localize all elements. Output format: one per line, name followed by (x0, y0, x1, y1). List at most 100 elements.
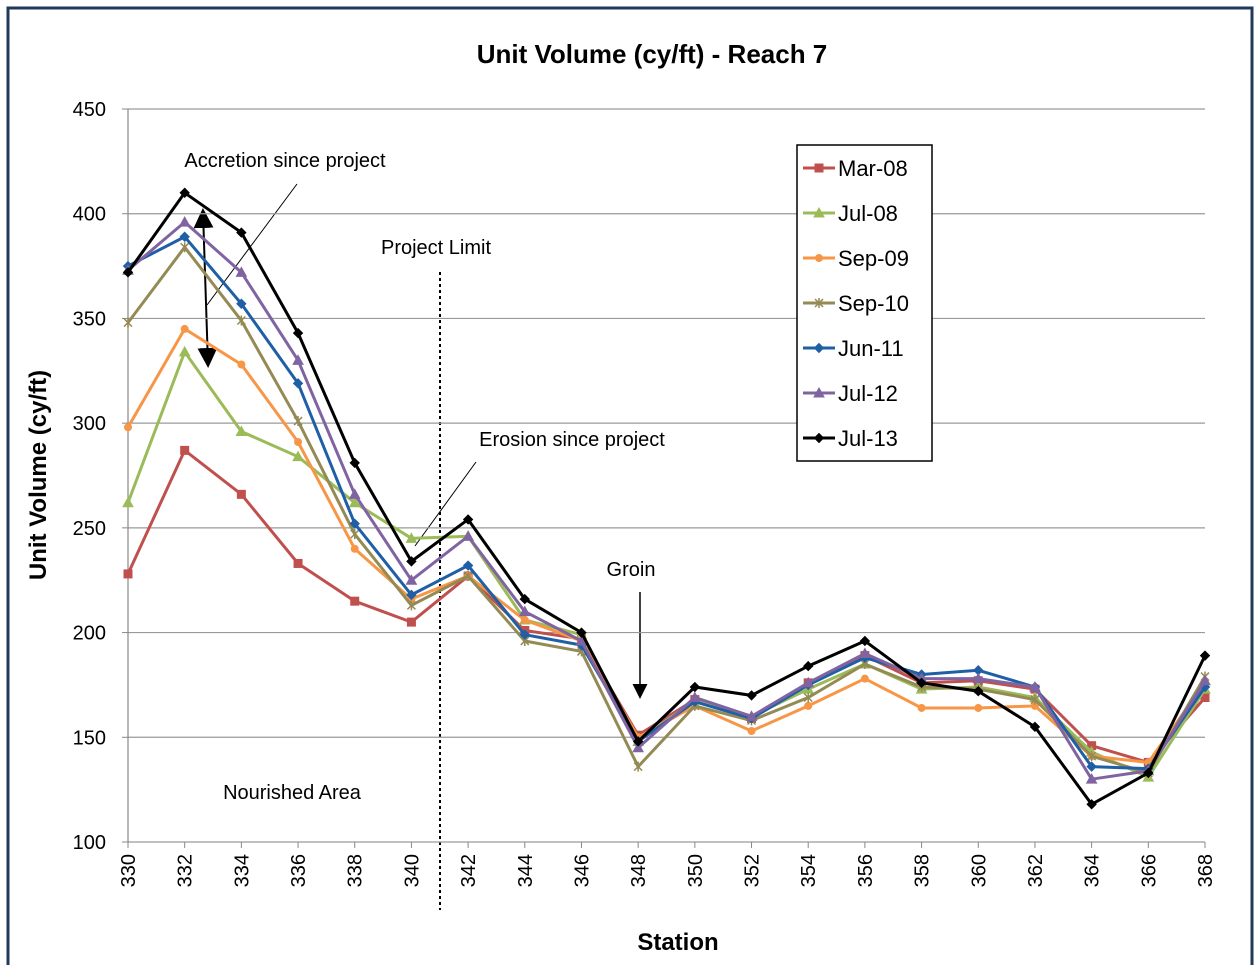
series (123, 242, 1210, 778)
marker (804, 701, 813, 710)
legend-label: Sep-10 (838, 291, 909, 316)
marker (859, 647, 871, 659)
marker (236, 489, 246, 499)
marker (462, 560, 474, 571)
marker (746, 690, 757, 701)
legend-marker (813, 432, 825, 444)
x-tick-label: 350 (685, 854, 707, 887)
leader-line (414, 461, 477, 547)
x-tick-label: 362 (1025, 854, 1047, 887)
legend-label: Jul-13 (838, 426, 898, 451)
marker (803, 660, 814, 672)
marker (860, 674, 869, 683)
x-tick-label: 338 (345, 854, 367, 887)
leader-line (206, 183, 298, 306)
marker (917, 703, 926, 712)
marker (405, 532, 418, 543)
marker (1030, 694, 1040, 705)
marker (632, 736, 644, 747)
marker (1087, 751, 1097, 762)
marker (292, 327, 304, 339)
x-tick-label: 332 (175, 854, 197, 887)
annotation: Erosion since project (479, 429, 665, 451)
marker (973, 686, 984, 697)
y-tick-label: 300 (73, 413, 106, 435)
marker (1086, 799, 1097, 810)
marker (462, 530, 474, 541)
marker (123, 569, 133, 579)
x-tick-label: 364 (1082, 854, 1104, 887)
marker (180, 242, 190, 253)
marker (974, 703, 983, 712)
marker (349, 457, 360, 469)
y-tick-label: 150 (73, 727, 106, 749)
marker (802, 676, 815, 688)
annotation: Project Limit (381, 237, 491, 259)
annotation: Nourished Area (223, 782, 362, 804)
marker (180, 445, 190, 455)
marker (178, 345, 191, 357)
x-tick-label: 334 (231, 854, 253, 887)
marker (463, 571, 473, 582)
marker (1199, 650, 1211, 661)
x-tick-label: 330 (118, 854, 140, 887)
marker (236, 298, 247, 309)
x-axis-label: Station (637, 929, 718, 956)
y-axis-label: Unit Volume (cy/ft) (25, 370, 52, 580)
marker (406, 600, 416, 611)
chart-title: Unit Volume (cy/ft) - Reach 7 (477, 39, 828, 69)
marker (745, 710, 758, 721)
legend-label: Jul-08 (838, 201, 898, 226)
marker (803, 692, 813, 703)
y-tick-label: 400 (73, 204, 106, 226)
marker (235, 266, 248, 277)
legend-marker (813, 386, 825, 398)
marker (350, 529, 360, 540)
x-tick-label: 368 (1195, 854, 1217, 887)
marker (1143, 767, 1154, 779)
legend-marker (813, 342, 825, 354)
x-tick-label: 336 (288, 854, 310, 887)
marker (1086, 761, 1097, 772)
marker (462, 514, 474, 525)
marker (350, 596, 360, 606)
marker (688, 691, 701, 702)
marker (124, 423, 132, 432)
series-line (126, 448, 1207, 765)
marker (519, 593, 530, 605)
marker (916, 677, 927, 689)
marker (294, 437, 303, 446)
x-tick-label: 340 (401, 854, 423, 887)
legend-label: Jun-11 (838, 336, 904, 361)
marker (633, 761, 643, 772)
marker (689, 681, 701, 693)
marker (576, 627, 587, 638)
x-tick-label: 348 (628, 854, 650, 887)
marker (350, 544, 359, 553)
marker (406, 589, 417, 601)
marker (519, 629, 530, 640)
marker (1029, 721, 1041, 733)
marker (348, 496, 361, 508)
marker (122, 267, 134, 278)
marker (292, 450, 304, 462)
y-tick-label: 450 (73, 99, 106, 121)
x-tick-label: 356 (855, 854, 877, 887)
marker (747, 727, 756, 736)
plot-area: 100 150 200 250 300 350 400 450 330 332 334 336 338 3… (73, 99, 1217, 887)
marker (406, 556, 417, 567)
annotation: Groin (607, 559, 656, 581)
marker (123, 317, 133, 328)
x-tick-label: 352 (742, 854, 764, 887)
marker (972, 672, 985, 684)
marker (292, 378, 304, 389)
legend-marker (814, 298, 824, 308)
marker (236, 227, 247, 238)
marker (236, 315, 246, 326)
marker (180, 324, 189, 333)
series-line (127, 220, 1207, 781)
x-tick-label: 366 (1138, 854, 1160, 887)
marker (293, 416, 303, 427)
x-tick-label: 344 (515, 854, 537, 887)
